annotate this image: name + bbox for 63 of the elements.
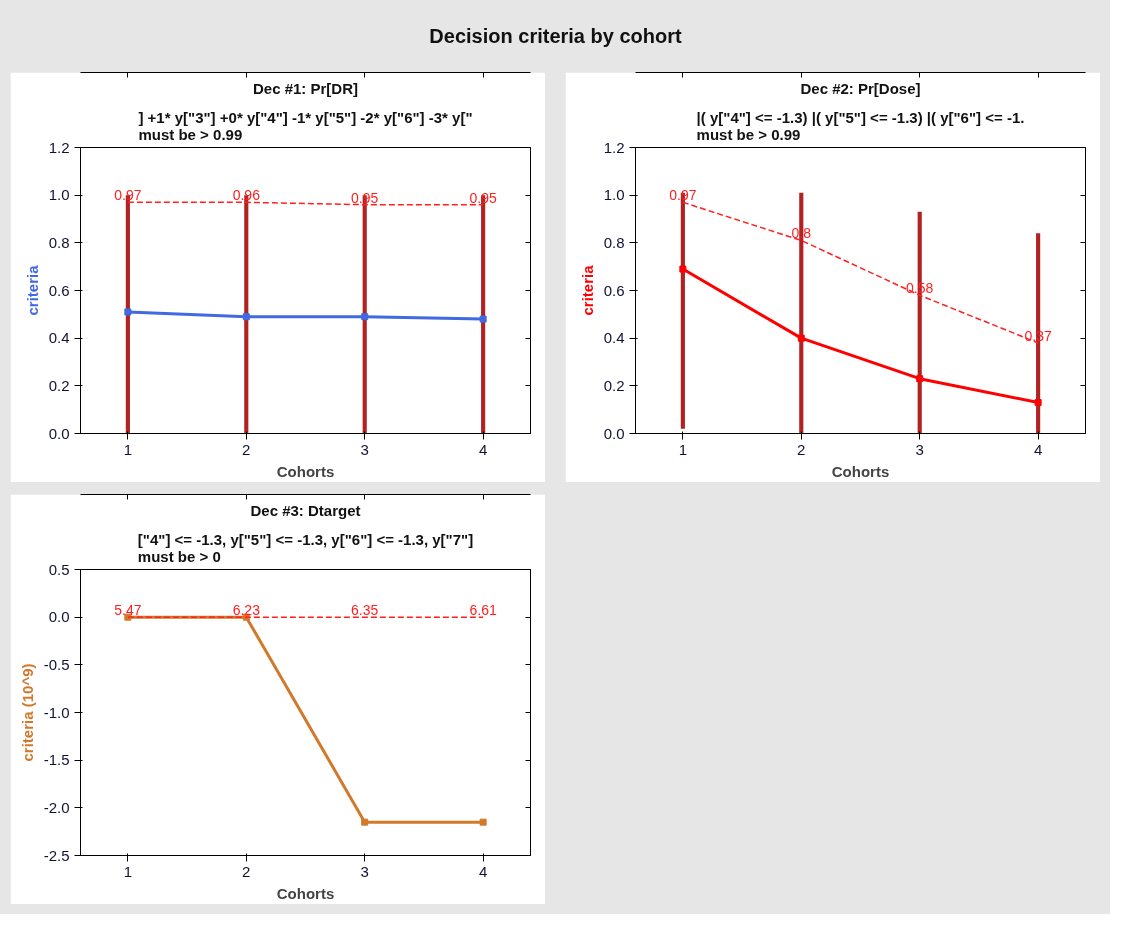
y-tick-label: 1.2 (48, 138, 70, 156)
y-tick-label: 0.8 (48, 233, 70, 251)
x-tick-label: 4 (1033, 440, 1043, 458)
y-axis-title: criteria (10^9) (18, 663, 36, 762)
point (679, 265, 687, 273)
x-tick-label: 4 (478, 862, 488, 880)
chart-title: Dec #3: Dtarget (250, 501, 361, 519)
point (124, 308, 132, 316)
point (1034, 399, 1042, 407)
y-tick-label: 0.6 (48, 281, 70, 299)
annotation: 6.23 (232, 602, 261, 619)
point (916, 375, 924, 383)
y-tick-label: -2.0 (43, 798, 70, 816)
y-tick-label: 0.6 (603, 281, 625, 299)
y-axis-title: criteria (23, 264, 41, 316)
y-tick-label: -0.5 (43, 655, 70, 673)
annotation: 6.61 (469, 602, 497, 619)
x-tick-label: 4 (478, 440, 488, 458)
x-tick-label: 3 (360, 862, 369, 880)
point (479, 315, 487, 323)
point (361, 313, 369, 321)
y-tick-label: -1.5 (43, 751, 70, 769)
y-tick-label: 0.0 (48, 608, 70, 626)
text: Decision criteria by cohort (429, 24, 682, 47)
x-tick-label: 3 (360, 440, 369, 458)
y-tick-label: 0.0 (48, 424, 70, 442)
annotation: 5.47 (114, 602, 142, 619)
x-tick-label: 1 (678, 440, 688, 458)
chart-subtitle: |( y["4"] <= -1.3) |( y["5"] <= -1.3) |( y["6"] <= -1. must be > 0.99 (696, 108, 1025, 143)
annotation: 0.96 (232, 187, 261, 204)
chart-subtitle: ["4"] <= -1.3, y["5"] <= -1.3, y["6"] <= -1.3, y["7"] must be > 0 (137, 530, 474, 565)
annotation: 0.97 (114, 187, 142, 204)
annotation: 0.97 (669, 187, 697, 204)
chart-title: Dec #2: Pr[Dose] (800, 79, 921, 97)
y-tick-label: 0.4 (48, 329, 70, 347)
x-tick-label: 3 (915, 440, 924, 458)
y-tick-label: 1.2 (603, 138, 625, 156)
x-tick-label: 1 (123, 862, 133, 880)
x-tick-label: 2 (242, 862, 251, 880)
y-tick-label: 1.0 (603, 186, 625, 204)
point (242, 313, 250, 321)
y-tick-label: 1.0 (48, 186, 70, 204)
annotation: 6.35 (351, 602, 379, 619)
chart-subtitle: ] +1* y["3"] +0* y["4"] -1* y["5"] -2* y["6"] -3* y[" must be > 0.99 (138, 108, 473, 143)
point (797, 334, 805, 342)
y-tick-label: -2.5 (43, 846, 70, 864)
y-tick-label: 0.2 (48, 376, 70, 394)
x-tick-label: 2 (797, 440, 806, 458)
x-axis-title: Cohorts (276, 462, 335, 480)
chart-title: Dec #1: Pr[DR] (252, 79, 359, 97)
y-tick-label: 0.2 (603, 376, 625, 394)
x-tick-label: 2 (242, 440, 251, 458)
y-axis-title: criteria (578, 264, 596, 316)
y-tick-label: 0.5 (48, 560, 70, 578)
annotation: 0.95 (351, 189, 379, 206)
y-tick-label: 0.4 (603, 329, 625, 347)
y-tick-label: 0.8 (603, 233, 625, 251)
y-tick-label: 0.0 (603, 424, 625, 442)
y-tick-label: -1.0 (43, 703, 70, 721)
annotation: 0.95 (469, 189, 497, 206)
x-axis-title: Cohorts (831, 462, 890, 480)
x-axis-title: Cohorts (276, 884, 335, 902)
x-tick-label: 1 (123, 440, 133, 458)
